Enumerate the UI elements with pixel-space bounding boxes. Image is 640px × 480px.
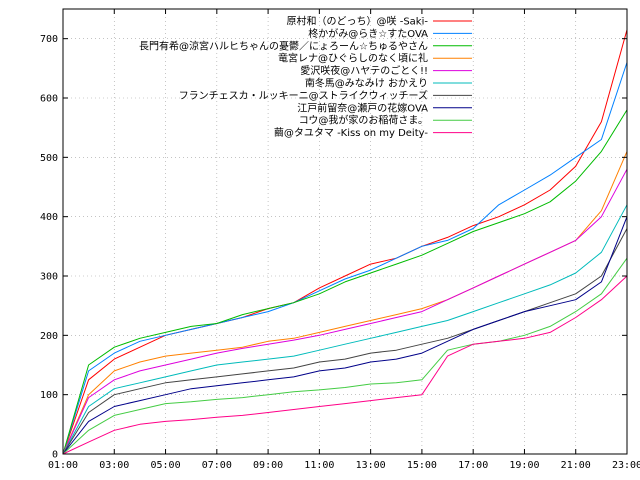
y-tick-label: 200	[40, 331, 58, 342]
legend-label: フランチェスカ・ルッキーニ@ストライクウィッチーズ	[179, 89, 428, 102]
x-tick-label: 15:00	[407, 460, 437, 471]
x-tick-label: 09:00	[253, 460, 283, 471]
series-line-3	[62, 109, 628, 455]
legend-label: 竜宮レナ@ひぐらしのなく頃に礼	[278, 52, 428, 65]
y-tick-label: 500	[40, 153, 58, 164]
x-tick-label: 07:00	[202, 460, 232, 471]
series-line-9	[62, 257, 628, 455]
x-tick-label: 05:00	[150, 460, 180, 471]
legend-label: 柊かがみ@らき☆すたOVA	[308, 27, 428, 40]
legend-label: 原村和（のどっち）@咲 -Saki-	[287, 15, 429, 28]
series-line-7	[62, 228, 628, 455]
x-tick-label: 01:00	[48, 460, 78, 471]
series-line-2	[62, 62, 628, 455]
legend-label: 愛沢咲夜@ハヤテのごとく!!	[300, 64, 428, 77]
y-tick-label: 600	[40, 94, 58, 105]
series-line-1	[62, 29, 628, 455]
legend-label: 南冬馬@みなみけ おかえり	[305, 77, 428, 90]
series-line-4	[62, 151, 628, 455]
x-tick-label: 13:00	[356, 460, 386, 471]
series-line-8	[62, 216, 628, 455]
y-tick-label: 0	[52, 450, 58, 461]
y-tick-label: 300	[40, 272, 58, 283]
legend: 原村和（のどっち）@咲 -Saki-柊かがみ@らき☆すたOVA長門有希@涼宮ハル…	[139, 15, 472, 139]
y-tick-label: 100	[40, 390, 58, 401]
x-tick-label: 23:00	[612, 460, 640, 471]
series-lines	[62, 29, 628, 455]
legend-label: 繭@タユタマ -Kiss on my Deity-	[274, 126, 428, 139]
y-tick-label: 700	[40, 34, 58, 45]
series-line-10	[62, 275, 628, 455]
x-tick-label: 17:00	[458, 460, 488, 471]
legend-label: 長門有希@涼宮ハルヒちゃんの憂鬱／にょろーん☆ちゅるやさん	[139, 39, 428, 52]
x-tick-label: 03:00	[99, 460, 129, 471]
x-tick-label: 19:00	[509, 460, 539, 471]
x-tick-label: 11:00	[304, 460, 334, 471]
y-tick-label: 400	[40, 212, 58, 223]
axis-ticks: 0 100 200 300 400 500 600 700 01:00 03:00 05:00 07:…	[40, 9, 640, 471]
series-line-5	[62, 168, 628, 455]
legend-label: コウ@我が家のお稲荷さま。	[299, 114, 428, 127]
series-line-6	[62, 204, 628, 455]
legend-label: 江戸前留奈@瀬戸の花嫁OVA	[297, 101, 428, 114]
x-tick-label: 21:00	[561, 460, 591, 471]
plot-frame	[62, 8, 628, 455]
